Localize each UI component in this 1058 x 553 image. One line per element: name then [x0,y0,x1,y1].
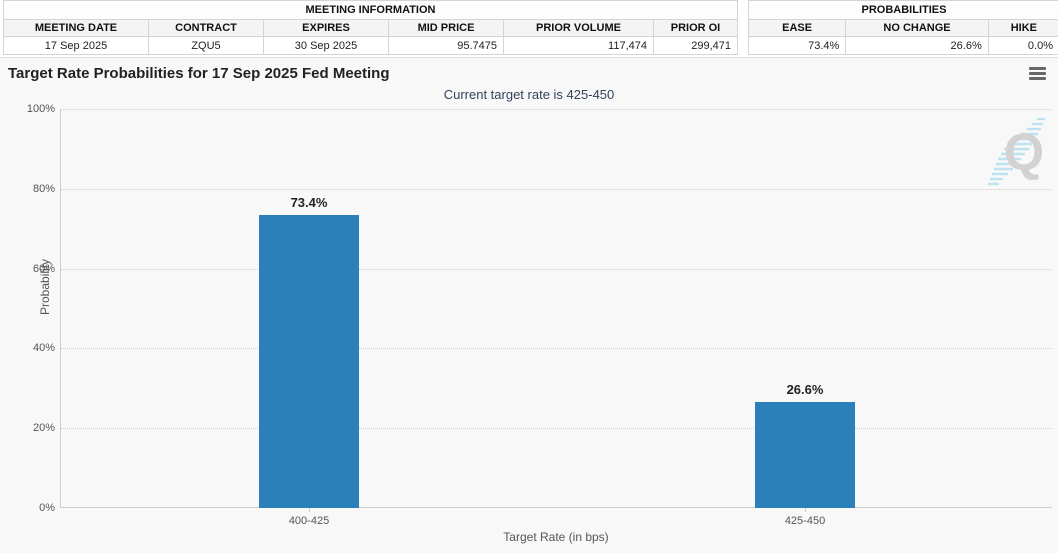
y-tick-label: 0% [39,502,55,514]
chart-title: Target Rate Probabilities for 17 Sep 202… [8,65,390,82]
chart-subtitle: Current target rate is 425-450 [443,87,615,102]
table-cell: 26.6% [845,36,989,55]
y-tick-label: 80% [32,182,55,195]
x-category-label: 425-450 [784,515,826,527]
x-tick [805,508,806,512]
x-tick [309,508,310,512]
x-axis-title: Target Rate (in bps) [503,530,609,544]
column-header: NO CHANGE [845,19,989,37]
probability-bar[interactable] [259,215,359,508]
column-header: CONTRACT [148,19,264,37]
column-header: EXPIRES [263,19,389,37]
column-header: HIKE [987,19,1058,37]
y-tick-label: 100% [26,103,55,115]
bar-value-label: 26.6% [786,381,824,397]
gridline [61,268,1052,270]
table-cell: 117,474 [503,36,654,55]
gridline [61,428,1052,430]
column-header: MID PRICE [388,19,504,37]
x-category-label: 400-425 [288,515,330,527]
table-cell: 30 Sep 2025 [263,36,389,55]
quikstrike-watermark-icon: Q [986,113,1050,191]
table-cell: 73.4% [747,36,847,55]
table-cell: ZQU5 [148,36,264,55]
table-cell: 17 Sep 2025 [3,36,149,55]
gridline [61,109,1052,110]
y-tick-label: 40% [32,342,55,355]
hamburger-menu-icon[interactable] [1029,67,1046,80]
y-tick-label: 20% [32,422,55,435]
y-tick-label: 60% [32,262,55,275]
table-cell: 0.0% [987,36,1058,55]
table-cell: 299,471 [653,36,738,55]
table-title: MEETING INFORMATION [3,0,738,20]
column-header: EASE [747,19,847,37]
column-header: PRIOR OI [653,19,738,37]
column-header: PRIOR VOLUME [503,19,654,37]
meeting-information-table: MEETING INFORMATION MEETING DATE CONTRACT E… [3,0,738,55]
bar-value-label: 73.4% [290,195,328,211]
column-header: MEETING DATE [3,19,149,37]
probability-bar[interactable] [755,401,855,508]
gridline [61,188,1052,190]
table-title: PROBABILITIES [748,0,1058,20]
watermark-letter: Q [1004,124,1044,182]
gridline [61,348,1052,350]
table-cell: 95.7475 [388,36,504,55]
chart-section: Target Rate Probabilities for 17 Sep 202… [0,57,1058,553]
probabilities-table: PROBABILITIES EASE NO CHANGE HIKE 73.4% 26.6%… [747,0,1058,55]
plot-area: Probability [27,103,1052,527]
